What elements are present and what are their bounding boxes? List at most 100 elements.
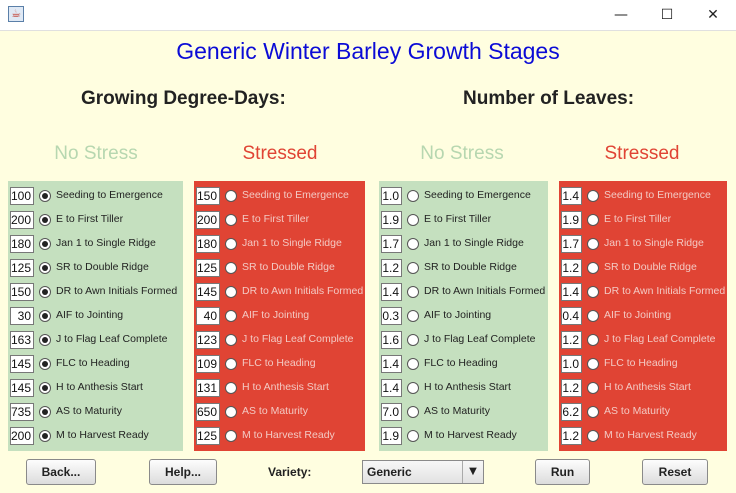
stage-radio-button[interactable] <box>587 262 599 274</box>
stage-value-field[interactable]: 7.0 <box>381 403 402 421</box>
stage-radio-button[interactable] <box>407 382 419 394</box>
stage-value-field[interactable]: 6.2 <box>561 403 582 421</box>
stage-row: 1.2 M to Harvest Ready <box>559 426 727 448</box>
stage-radio-button[interactable] <box>225 406 237 418</box>
stage-value-field[interactable]: 1.2 <box>561 427 582 445</box>
stage-value-field[interactable]: 0.4 <box>561 307 582 325</box>
stage-radio-button[interactable] <box>225 310 237 322</box>
stage-radio-button[interactable] <box>407 358 419 370</box>
stage-value-field[interactable]: 1.2 <box>381 259 402 277</box>
back-button[interactable]: Back... <box>26 459 96 485</box>
stage-value-field[interactable]: 1.2 <box>561 259 582 277</box>
stage-radio-button[interactable] <box>407 214 419 226</box>
stage-radio-button[interactable] <box>407 190 419 202</box>
stage-value-field[interactable]: 150 <box>10 283 34 301</box>
stage-value-field[interactable]: 40 <box>196 307 220 325</box>
stage-value-field[interactable]: 100 <box>10 187 34 205</box>
stage-radio-button[interactable] <box>587 406 599 418</box>
stage-radio-button[interactable] <box>225 262 237 274</box>
stage-radio-button[interactable] <box>587 286 599 298</box>
stage-value-field[interactable]: 150 <box>196 187 220 205</box>
stage-value-field[interactable]: 180 <box>196 235 220 253</box>
stage-radio-button[interactable] <box>39 238 51 250</box>
maximize-button[interactable]: ☐ <box>660 7 674 23</box>
stage-radio-button[interactable] <box>225 190 237 202</box>
stage-value-field[interactable]: 1.2 <box>561 379 582 397</box>
stage-radio-button[interactable] <box>39 358 51 370</box>
stage-radio-button[interactable] <box>587 238 599 250</box>
stage-label: H to Anthesis Start <box>424 381 511 393</box>
run-button[interactable]: Run <box>535 459 590 485</box>
stage-value-field[interactable]: 1.6 <box>381 331 402 349</box>
stage-value-field[interactable]: 200 <box>196 211 220 229</box>
variety-select[interactable]: Generic ▼ <box>362 460 484 484</box>
stage-value-field[interactable]: 123 <box>196 331 220 349</box>
stage-value-field[interactable]: 1.7 <box>381 235 402 253</box>
stage-value-field[interactable]: 1.4 <box>381 283 402 301</box>
close-button[interactable]: ✕ <box>707 7 719 23</box>
stage-radio-button[interactable] <box>587 190 599 202</box>
stage-value-field[interactable]: 650 <box>196 403 220 421</box>
minimize-button[interactable]: — <box>614 7 628 23</box>
stage-value-field[interactable]: 200 <box>10 427 34 445</box>
stage-label: AIF to Jointing <box>56 309 124 321</box>
stage-radio-button[interactable] <box>39 406 51 418</box>
stage-radio-button[interactable] <box>225 358 237 370</box>
stage-radio-button[interactable] <box>407 334 419 346</box>
stage-value-field[interactable]: 1.9 <box>381 427 402 445</box>
stage-radio-button[interactable] <box>39 262 51 274</box>
stage-value-field[interactable]: 145 <box>10 355 34 373</box>
stage-value-field[interactable]: 125 <box>196 427 220 445</box>
stage-value-field[interactable]: 1.4 <box>561 283 582 301</box>
stage-value-field[interactable]: 131 <box>196 379 220 397</box>
stage-value-field[interactable]: 125 <box>196 259 220 277</box>
stage-radio-button[interactable] <box>587 382 599 394</box>
stage-radio-button[interactable] <box>225 334 237 346</box>
stage-radio-button[interactable] <box>407 430 419 442</box>
stage-value-field[interactable]: 1.2 <box>561 331 582 349</box>
stage-radio-button[interactable] <box>39 430 51 442</box>
stage-value-field[interactable]: 1.7 <box>561 235 582 253</box>
stage-value-field[interactable]: 145 <box>10 379 34 397</box>
stage-radio-button[interactable] <box>39 190 51 202</box>
stage-radio-button[interactable] <box>225 286 237 298</box>
help-button[interactable]: Help... <box>149 459 217 485</box>
stage-radio-button[interactable] <box>225 214 237 226</box>
stage-radio-button[interactable] <box>225 382 237 394</box>
stage-radio-button[interactable] <box>225 430 237 442</box>
stage-value-field[interactable]: 1.0 <box>381 187 402 205</box>
stage-radio-button[interactable] <box>39 214 51 226</box>
stage-radio-button[interactable] <box>407 310 419 322</box>
chevron-down-icon[interactable]: ▼ <box>462 461 483 483</box>
stage-radio-button[interactable] <box>587 214 599 226</box>
stage-value-field[interactable]: 163 <box>10 331 34 349</box>
stage-value-field[interactable]: 735 <box>10 403 34 421</box>
stage-radio-button[interactable] <box>407 238 419 250</box>
stage-value-field[interactable]: 1.4 <box>381 379 402 397</box>
stage-value-field[interactable]: 1.4 <box>381 355 402 373</box>
stage-radio-button[interactable] <box>587 430 599 442</box>
stage-radio-button[interactable] <box>39 382 51 394</box>
stage-value-field[interactable]: 180 <box>10 235 34 253</box>
stage-value-field[interactable]: 200 <box>10 211 34 229</box>
reset-button[interactable]: Reset <box>642 459 708 485</box>
stage-radio-button[interactable] <box>587 334 599 346</box>
stage-value-field[interactable]: 125 <box>10 259 34 277</box>
stage-radio-button[interactable] <box>587 358 599 370</box>
stage-value-field[interactable]: 109 <box>196 355 220 373</box>
stage-value-field[interactable]: 1.9 <box>381 211 402 229</box>
stage-radio-button[interactable] <box>39 334 51 346</box>
stage-radio-button[interactable] <box>225 238 237 250</box>
stage-value-field[interactable]: 0.3 <box>381 307 402 325</box>
stage-radio-button[interactable] <box>587 310 599 322</box>
stage-radio-button[interactable] <box>407 262 419 274</box>
stage-value-field[interactable]: 145 <box>196 283 220 301</box>
stage-radio-button[interactable] <box>39 286 51 298</box>
stage-value-field[interactable]: 30 <box>10 307 34 325</box>
stage-radio-button[interactable] <box>407 406 419 418</box>
stage-value-field[interactable]: 1.4 <box>561 187 582 205</box>
stage-radio-button[interactable] <box>407 286 419 298</box>
stage-value-field[interactable]: 1.9 <box>561 211 582 229</box>
stage-value-field[interactable]: 1.0 <box>561 355 582 373</box>
stage-radio-button[interactable] <box>39 310 51 322</box>
